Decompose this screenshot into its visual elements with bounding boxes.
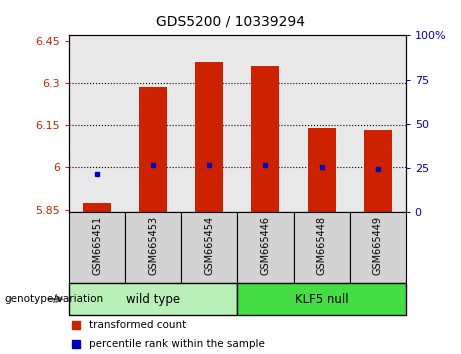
- Bar: [195, 62, 224, 212]
- Bar: [237, 283, 406, 315]
- Text: KLF5 null: KLF5 null: [295, 293, 349, 306]
- Text: percentile rank within the sample: percentile rank within the sample: [89, 339, 265, 349]
- Bar: [349, 212, 406, 283]
- Bar: [125, 212, 181, 283]
- Bar: [307, 128, 336, 212]
- Text: genotype/variation: genotype/variation: [5, 294, 104, 304]
- Bar: [364, 130, 392, 212]
- Bar: [69, 283, 237, 315]
- Text: GSM665454: GSM665454: [204, 216, 214, 275]
- Text: GSM665446: GSM665446: [260, 216, 271, 275]
- Text: GSM665451: GSM665451: [92, 216, 102, 275]
- Text: GSM665453: GSM665453: [148, 216, 158, 275]
- Text: GDS5200 / 10339294: GDS5200 / 10339294: [156, 14, 305, 28]
- Bar: [139, 87, 167, 212]
- Text: wild type: wild type: [126, 293, 180, 306]
- Bar: [294, 212, 349, 283]
- Text: GSM665448: GSM665448: [317, 216, 326, 275]
- Text: GSM665449: GSM665449: [372, 216, 383, 275]
- Bar: [237, 212, 294, 283]
- Bar: [83, 202, 111, 212]
- Bar: [181, 212, 237, 283]
- Bar: [251, 66, 279, 212]
- Text: transformed count: transformed count: [89, 320, 187, 330]
- Bar: [69, 212, 125, 283]
